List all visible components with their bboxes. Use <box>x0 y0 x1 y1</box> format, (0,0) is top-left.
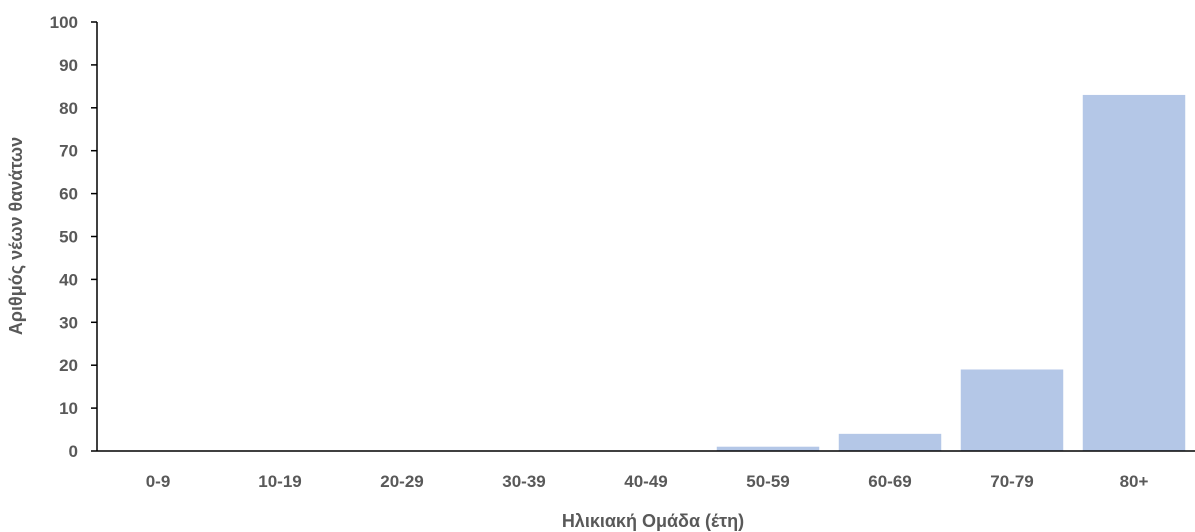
x-tick-label: 0-9 <box>146 472 171 491</box>
x-tick-label: 80+ <box>1120 472 1149 491</box>
y-tick-label: 100 <box>50 13 78 32</box>
y-tick-label: 30 <box>59 313 78 332</box>
y-axis-title: Αριθμός νέων θανάτων <box>6 137 26 335</box>
x-axis-ticks: 0-9 10-19 20-29 30-39 40-49 50-59 60-69 70-79 80… <box>146 472 1149 491</box>
y-tick-label: 0 <box>69 442 78 461</box>
y-tick-label: 60 <box>59 185 78 204</box>
x-tick-label: 50-59 <box>746 472 789 491</box>
bar-60-69 <box>838 433 942 451</box>
bar-80+ <box>1082 94 1186 452</box>
x-axis-title: Ηλικιακή Ομάδα (έτη) <box>562 511 744 531</box>
y-tick-label: 80 <box>59 99 78 118</box>
bar-50-59 <box>716 446 820 451</box>
x-tick-label: 30-39 <box>502 472 545 491</box>
y-axis-ticks: 0 10 20 30 40 50 60 70 80 90 100 <box>50 13 97 461</box>
bars-group <box>716 94 1186 452</box>
y-tick-label: 50 <box>59 228 78 247</box>
x-tick-label: 20-29 <box>380 472 423 491</box>
x-tick-label: 60-69 <box>868 472 911 491</box>
y-tick-label: 40 <box>59 270 78 289</box>
y-tick-label: 20 <box>59 356 78 375</box>
x-tick-label: 40-49 <box>624 472 667 491</box>
y-tick-label: 70 <box>59 142 78 161</box>
bar-70-79 <box>960 369 1064 451</box>
y-tick-label: 90 <box>59 56 78 75</box>
x-tick-label: 70-79 <box>990 472 1033 491</box>
x-tick-label: 10-19 <box>258 472 301 491</box>
y-tick-label: 10 <box>59 399 78 418</box>
